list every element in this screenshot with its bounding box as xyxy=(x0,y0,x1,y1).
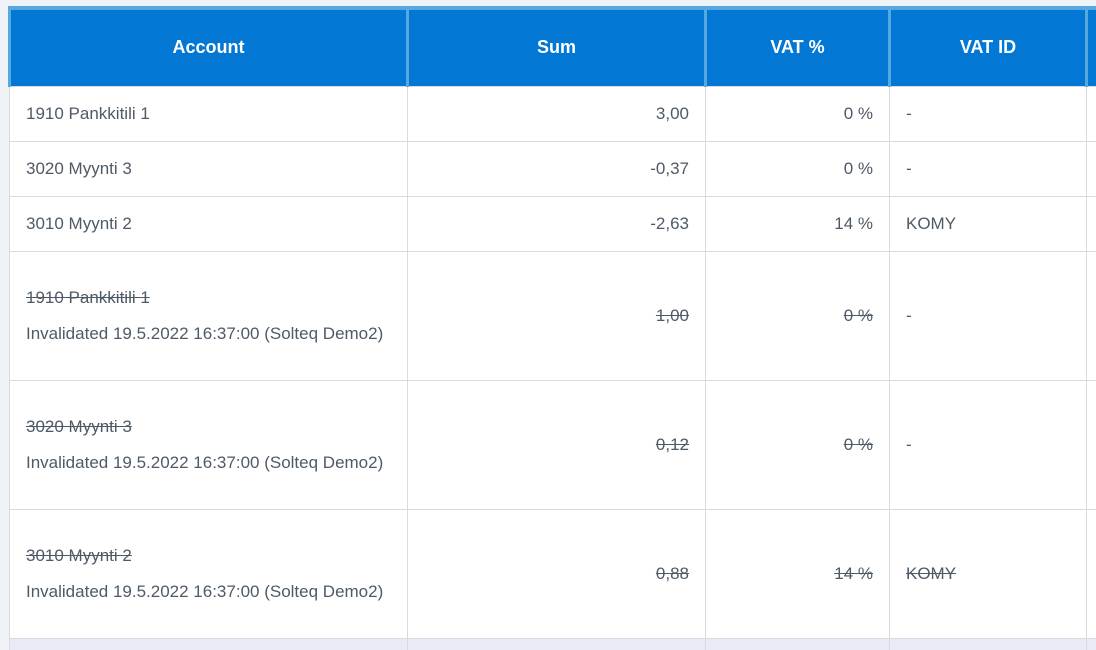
column-header-vat-id: VAT ID xyxy=(888,8,1087,86)
invalidated-note: Invalidated 19.5.2022 16:37:00 (Solteq D… xyxy=(26,581,384,601)
cell-extra xyxy=(1086,508,1096,639)
cell-vat-id xyxy=(889,637,1087,650)
table-row[interactable]: 1910 Pankkitili 1 3,00 0 % - xyxy=(9,85,1096,142)
cell-vat-id: - xyxy=(889,250,1087,381)
column-header-vat: VAT % xyxy=(704,8,890,86)
cell-sum: 3,00 xyxy=(407,85,706,142)
cell-vat-id: - xyxy=(889,140,1087,197)
cell-vat: 14 % xyxy=(705,508,890,639)
table-row[interactable]: 3020 Myynti 3 -0,37 0 % - xyxy=(9,140,1096,197)
column-header-sum: Sum xyxy=(406,8,706,86)
cell-account: 3020 Myynti 3 xyxy=(9,140,408,197)
table-row-invalidated[interactable]: 3020 Myynti 3 Invalidated 19.5.2022 16:3… xyxy=(9,379,1096,510)
cell-sum: 0,12 xyxy=(407,379,706,510)
invalidated-note: Invalidated 19.5.2022 16:37:00 (Solteq D… xyxy=(26,452,384,472)
cell-sum: 0,88 xyxy=(407,508,706,639)
cell-sum: 1,00 xyxy=(407,250,706,381)
cell-vat: 0 % xyxy=(705,85,890,142)
cell-vat-id: KOMY xyxy=(889,508,1087,639)
cell-account: 1910 Pankkitili 1 Invalidated 19.5.2022 … xyxy=(9,250,408,381)
table-row-invalidated[interactable]: 1910 Pankkitili 1 Invalidated 19.5.2022 … xyxy=(9,250,1096,381)
invalidated-note: Invalidated 19.5.2022 16:37:00 (Solteq D… xyxy=(26,323,384,343)
cell-vat-id: - xyxy=(889,85,1087,142)
cell-extra xyxy=(1086,379,1096,510)
cell-extra xyxy=(1086,195,1096,252)
cell-sum: -0,37 xyxy=(407,140,706,197)
cell-account: 3010 Myynti 2 Invalidated 19.5.2022 16:3… xyxy=(9,508,408,639)
cell-vat: 0 % xyxy=(705,379,890,510)
account-name: 1910 Pankkitili 1 xyxy=(26,287,150,307)
cell-extra xyxy=(1086,637,1096,650)
cell-account: 3020 Myynti 3 Invalidated 19.5.2022 16:3… xyxy=(9,379,408,510)
cell-account xyxy=(9,637,408,650)
account-name: 3010 Myynti 2 xyxy=(26,545,132,565)
header-row: Account Sum VAT % VAT ID xyxy=(8,8,1096,86)
cell-extra xyxy=(1086,85,1096,142)
cell-sum: -2,63 xyxy=(407,195,706,252)
cell-vat: 0 % xyxy=(705,250,890,381)
account-name: 1910 Pankkitili 1 xyxy=(26,103,150,123)
table-row[interactable]: 3010 Myynti 2 -2,63 14 % KOMY xyxy=(9,195,1096,252)
cell-extra xyxy=(1086,250,1096,381)
column-header-account: Account xyxy=(8,8,408,86)
column-header-extra xyxy=(1085,8,1096,86)
cell-vat xyxy=(705,637,890,650)
account-name: 3020 Myynti 3 xyxy=(26,158,132,178)
account-name: 3010 Myynti 2 xyxy=(26,213,132,233)
table-row-invalidated[interactable]: 3010 Myynti 2 Invalidated 19.5.2022 16:3… xyxy=(9,508,1096,639)
cell-sum xyxy=(407,637,706,650)
next-row-partial[interactable] xyxy=(9,637,1096,650)
accounts-table: Account Sum VAT % VAT ID 1910 Pankkitili… xyxy=(8,6,1096,650)
cell-vat: 14 % xyxy=(705,195,890,252)
cell-vat-id: - xyxy=(889,379,1087,510)
cell-extra xyxy=(1086,140,1096,197)
cell-vat-id: KOMY xyxy=(889,195,1087,252)
cell-vat: 0 % xyxy=(705,140,890,197)
cell-account: 3010 Myynti 2 xyxy=(9,195,408,252)
cell-account: 1910 Pankkitili 1 xyxy=(9,85,408,142)
account-name: 3020 Myynti 3 xyxy=(26,416,132,436)
